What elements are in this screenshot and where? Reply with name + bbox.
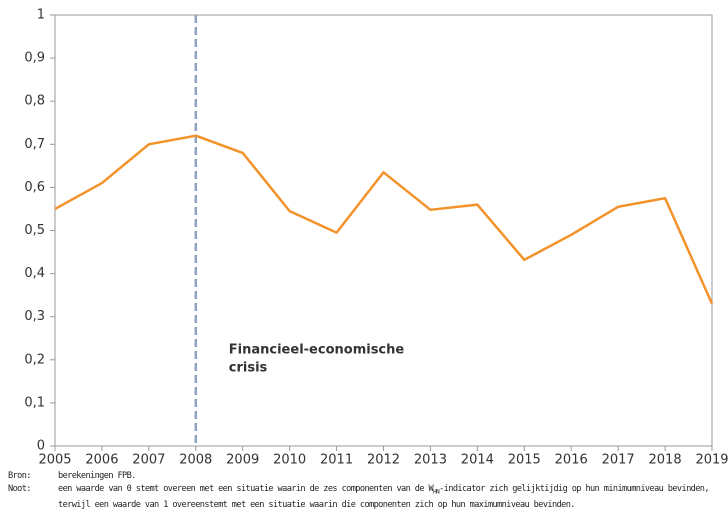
footnotes: Bron: berekeningen FPB. Noot: een waarde v… xyxy=(8,470,728,511)
x-tick-label: 2017 xyxy=(602,453,635,468)
x-tick-label: 2008 xyxy=(179,453,212,468)
y-tick-label: 0,6 xyxy=(24,180,45,195)
x-tick-label: 2013 xyxy=(414,453,447,468)
x-tick-label: 2018 xyxy=(649,453,682,468)
y-tick-label: 0,8 xyxy=(24,94,45,109)
x-tick-label: 2011 xyxy=(320,453,353,468)
source-label: Bron: xyxy=(8,471,31,481)
y-tick-label: 0,5 xyxy=(24,223,45,238)
note-sub: HN xyxy=(433,488,440,496)
source-line: Bron: berekeningen FPB. xyxy=(8,470,728,483)
source: berekeningen FPB. xyxy=(58,471,136,481)
x-tick-label: 2016 xyxy=(555,453,588,468)
y-tick-label: 0,7 xyxy=(24,137,45,152)
y-tick-label: 1 xyxy=(37,8,45,23)
x-tick-label: 2005 xyxy=(38,453,71,468)
x-tick-label: 2019 xyxy=(695,453,728,468)
plot-frame xyxy=(54,14,713,447)
annotation: crisis xyxy=(229,361,268,376)
note-text: een waarde van 0 stemt overeen met een s… xyxy=(58,483,434,494)
x-tick-label: 2006 xyxy=(85,453,118,468)
y-tick-label: 0,2 xyxy=(24,352,45,367)
y-tick-label: 0,4 xyxy=(24,266,45,281)
note-text: -indicator zich gelijktijdig op hun mini… xyxy=(439,483,709,494)
y-tick-label: 0 xyxy=(37,439,45,454)
annotation: Financieel-economische xyxy=(229,343,405,358)
x-tick-label: 2007 xyxy=(132,453,165,468)
x-tick-label: 2010 xyxy=(273,453,306,468)
y-tick-label: 0,3 xyxy=(24,309,45,324)
line xyxy=(54,134,714,305)
note-label: Noot: xyxy=(8,483,31,494)
x-tick-label: 2014 xyxy=(461,453,494,468)
x-tick-label: 2015 xyxy=(508,453,541,468)
x-tick-label: 2012 xyxy=(367,453,400,468)
note-line: terwijl een waarde van 1 overeenstemt me… xyxy=(58,499,575,510)
note-line: Noot: een waarde van 0 stemt overeen met … xyxy=(8,483,728,499)
y-tick-label: 0,9 xyxy=(24,51,45,66)
y-tick-label: 0,1 xyxy=(24,395,45,410)
x-tick-label: 2009 xyxy=(226,453,259,468)
